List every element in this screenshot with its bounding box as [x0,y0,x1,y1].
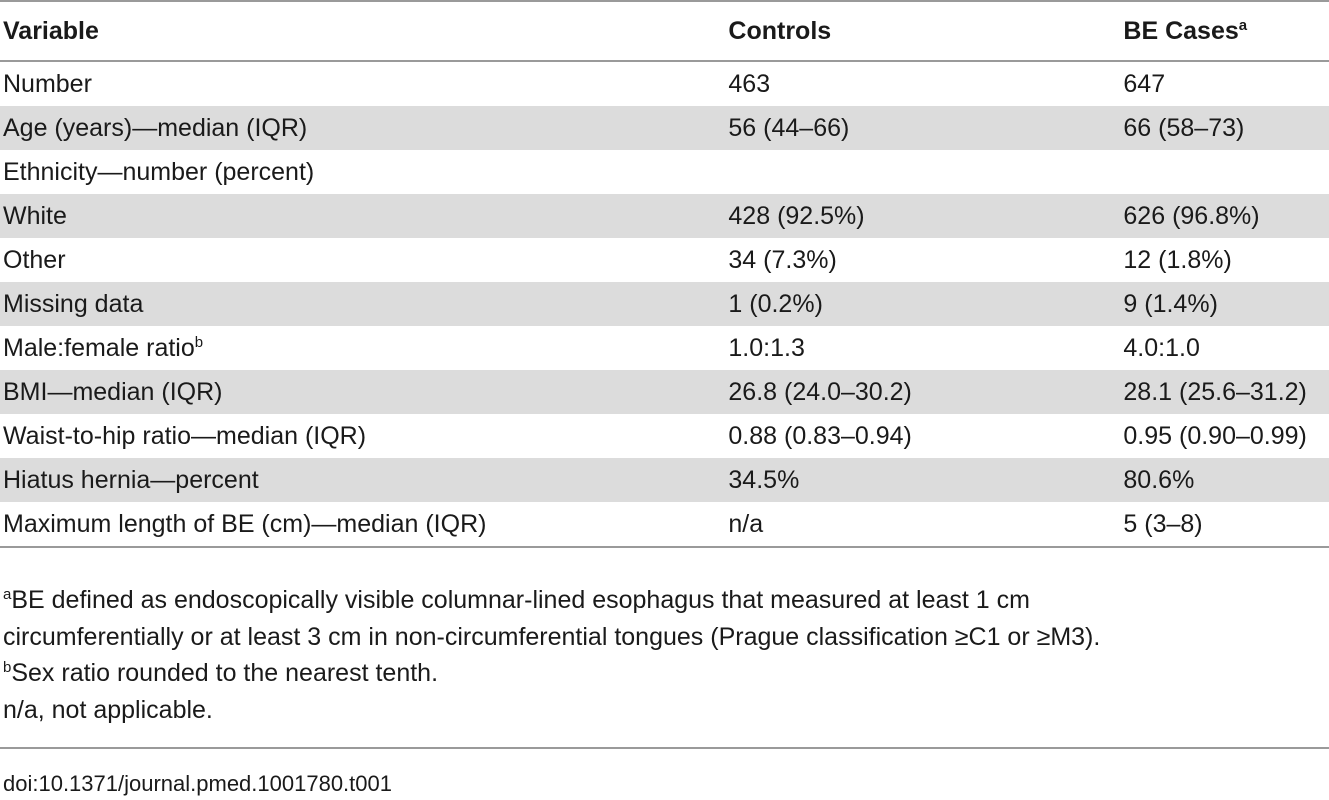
cell-variable: White [0,194,726,238]
header-controls: Controls [728,16,832,45]
footnote-a-line-1: BE defined as endoscopically visible col… [11,586,1030,614]
table-row: Other 34 (7.3%) 12 (1.8%) [0,238,1329,282]
table-header-row: Variable Controls BE Casesa [0,1,1329,61]
cell-variable: Maximum length of BE (cm)—median (IQR) [3,509,487,538]
table-row: Hiatus hernia—percent 34.5% 80.6% [0,458,1329,502]
table-row: Waist-to-hip ratio—median (IQR) 0.88 (0.8… [0,414,1329,458]
cell-be-cases: 0.95 (0.90–0.99) [1123,421,1307,450]
cell-variable: Ethnicity—number (percent) [3,157,315,186]
data-table: Variable Controls BE Casesa Number 463 647… [0,1,1329,547]
footnote-b-text: Sex ratio rounded to the nearest tenth. [11,659,439,687]
cell-be-cases: 80.6% [1120,458,1329,502]
cell-controls: 463 [728,69,771,98]
table-row: White 428 (92.5%) 626 (96.8%) [0,194,1329,238]
footnote-b: bSex ratio rounded to the nearest tenth. [3,655,1323,692]
cell-variable: Male:female ratiob [3,333,204,362]
footnote-marker-a: a [1238,16,1248,34]
cell-be-cases: 626 (96.8%) [1120,194,1329,238]
cell-be-cases: 5 (3–8) [1123,509,1203,538]
footnote-a-line-2: circumferentially or at least 3 cm in no… [3,622,1101,651]
cell-controls: n/a [728,509,764,538]
cell-be-cases: 647 [1123,69,1166,98]
bottom-divider [0,747,1329,749]
cell-variable: Other [3,245,66,274]
cell-controls: 1 (0.2%) [725,282,1121,326]
footnote-b-marker: b [3,659,12,676]
cell-variable: Age (years)—median (IQR) [0,106,726,150]
footnote-na: n/a, not applicable. [3,695,213,724]
cell-controls: 26.8 (24.0–30.2) [725,370,1121,414]
cell-be-cases: 9 (1.4%) [1120,282,1329,326]
footnote-marker: b [194,333,204,351]
footnote-a-marker: a [3,586,12,603]
cell-variable: Waist-to-hip ratio—median (IQR) [3,421,367,450]
cell-variable: Hiatus hernia—percent [0,458,726,502]
table-row: Ethnicity—number (percent) [0,150,1329,194]
cell-controls: 428 (92.5%) [725,194,1121,238]
cell-controls [725,150,1120,194]
cell-controls: 34.5% [725,458,1121,502]
header-be-cases: BE Casesa [1123,16,1248,45]
cell-controls: 34 (7.3%) [728,245,837,274]
table-row: BMI—median (IQR) 26.8 (24.0–30.2) 28.1 (25… [0,370,1329,414]
cell-be-cases: 66 (58–73) [1120,106,1329,150]
cell-controls: 0.88 (0.83–0.94) [728,421,912,450]
footnote-a: aBE defined as endoscopically visible co… [3,582,1323,619]
cell-be-cases: 4.0:1.0 [1123,333,1200,362]
footnotes: aBE defined as endoscopically visible co… [3,582,1323,728]
table-body: Number 463 647 Age (years)—median (IQR) 56 (… [0,61,1329,547]
cell-be-cases [1120,150,1329,194]
cell-controls: 56 (44–66) [725,106,1121,150]
table-row: Male:female ratiob 1.0:1.3 4.0:1.0 [0,326,1329,370]
cell-be-cases: 28.1 (25.6–31.2) [1120,370,1329,414]
cell-variable: Number [3,69,92,98]
table-row: Missing data 1 (0.2%) 9 (1.4%) [0,282,1329,326]
doi-label: doi:10.1371/journal.pmed.1001780.t001 [3,771,392,796]
table-row: Age (years)—median (IQR) 56 (44–66) 66 (58… [0,106,1329,150]
cell-variable: Missing data [0,282,726,326]
table-row: Number 463 647 [0,61,1329,106]
table-row: Maximum length of BE (cm)—median (IQR) n/… [0,502,1329,547]
cell-variable: BMI—median (IQR) [0,370,726,414]
cell-controls: 1.0:1.3 [728,333,805,362]
cell-be-cases: 12 (1.8%) [1123,245,1232,274]
header-variable: Variable [3,16,99,45]
